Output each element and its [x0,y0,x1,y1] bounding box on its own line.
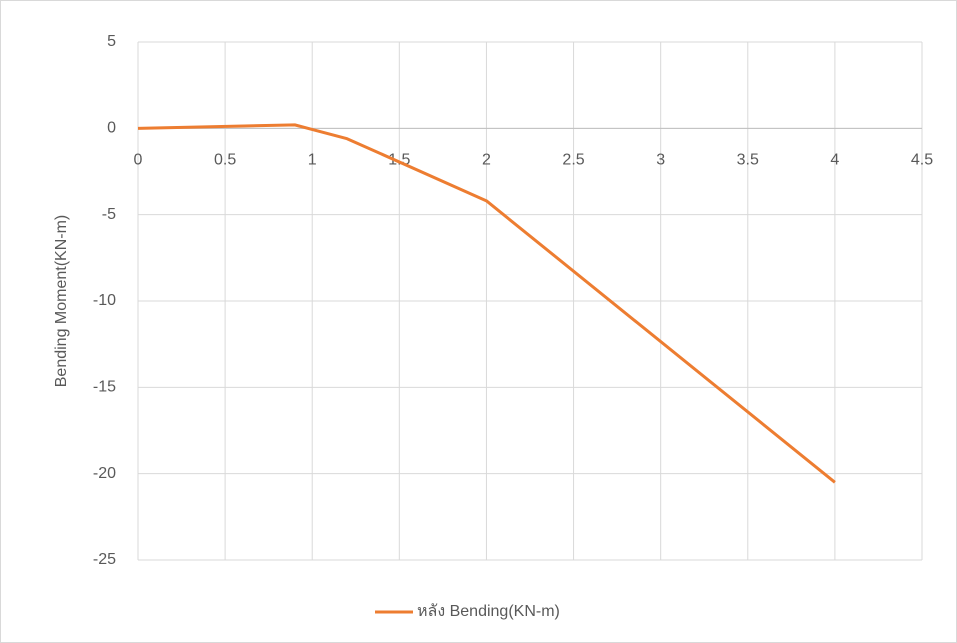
x-tick-label: 0 [134,152,143,169]
y-tick-label: -5 [102,206,116,223]
x-tick-label: 2 [482,152,491,169]
y-axis-title: Bending Moment(KN-m) [53,215,70,388]
y-tick-label: -10 [93,292,116,309]
y-tick-label: 5 [107,33,116,50]
x-tick-label: 4.5 [911,152,933,169]
line-series [137,123,836,484]
x-tick-label: 3.5 [737,152,759,169]
y-tick-label: -20 [93,465,116,482]
legend-label: หลัง Bending(KN-m) [417,603,560,620]
y-tick-label: 0 [107,120,116,137]
x-tick-label: 2.5 [562,152,584,169]
y-tick-label: -25 [93,551,116,568]
x-tick-label: 3 [656,152,665,169]
x-tick-label: 1 [308,152,317,169]
x-tick-label: 0.5 [214,152,236,169]
y-tick-label: -15 [93,379,116,396]
x-tick-label: 4 [830,152,839,169]
